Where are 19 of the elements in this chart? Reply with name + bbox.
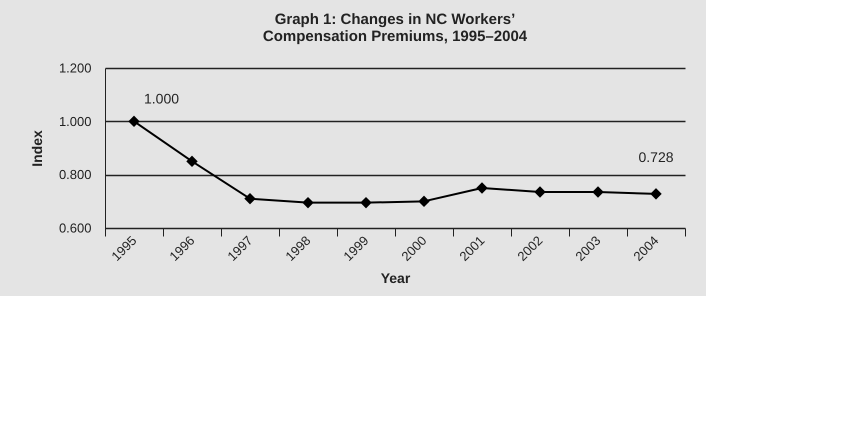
- chart-title: Graph 1: Changes in NC Workers’ Compensation Premiums, 1995–2004: [262, 11, 528, 45]
- point: [186, 156, 198, 168]
- point: [476, 182, 488, 194]
- y-tick-label: 0.600: [58, 220, 92, 236]
- point: [302, 196, 314, 208]
- point: [650, 188, 662, 200]
- y-tick-label: 0.800: [58, 167, 92, 182]
- point: [592, 186, 604, 198]
- point: [360, 196, 372, 208]
- y-tick-label: 1.200: [58, 60, 92, 76]
- point: [244, 192, 256, 204]
- point: [534, 186, 546, 198]
- annotation: 1.000: [144, 90, 180, 106]
- point: [128, 116, 140, 128]
- annotation: 0.728: [638, 148, 674, 165]
- x-axis-title: Year: [380, 270, 411, 286]
- point: [418, 196, 430, 208]
- y-tick-label: 1.000: [58, 114, 92, 129]
- y-axis-title: Index: [28, 130, 45, 167]
